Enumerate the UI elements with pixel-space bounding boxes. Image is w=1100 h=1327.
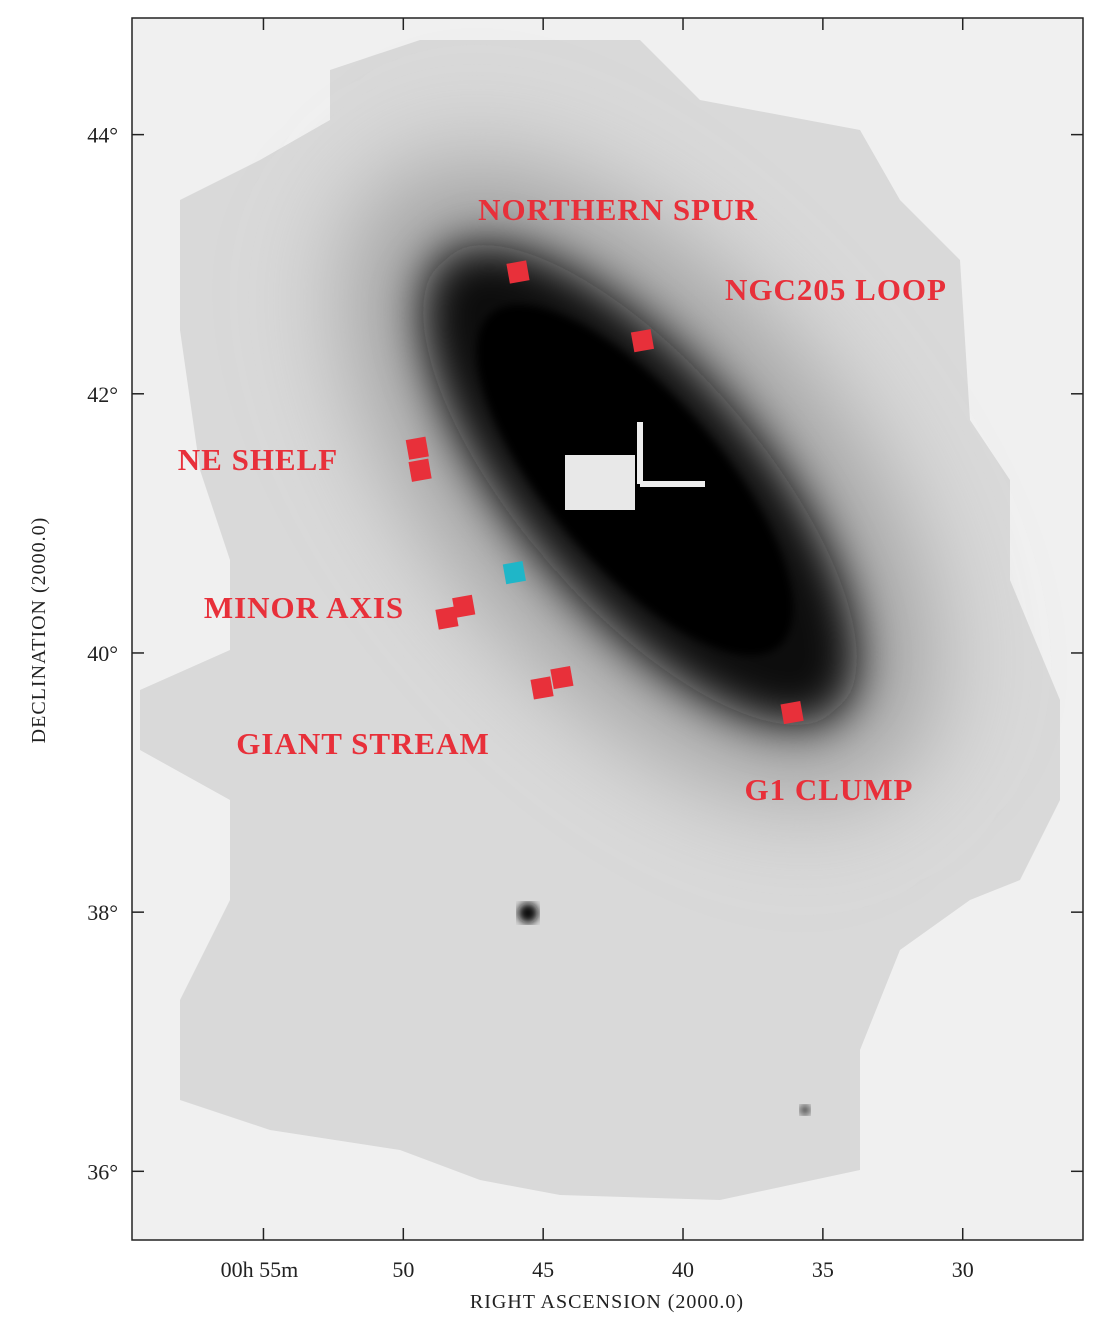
x-axis-label: RIGHT ASCENSION (2000.0): [470, 1291, 744, 1313]
field-marker: [408, 458, 432, 482]
x-tick-label: 40: [672, 1257, 694, 1282]
annotation: GIANT STREAM: [236, 726, 489, 761]
annotation: MINOR AXIS: [204, 590, 404, 625]
x-tick-label: 00h 55m: [221, 1257, 299, 1282]
x-tick-label: 30: [952, 1257, 974, 1282]
y-tick-label: 38°: [87, 900, 118, 925]
field-marker: [530, 676, 554, 700]
x-tick-label: 45: [532, 1257, 554, 1282]
plot-frame: [131, 17, 1084, 1241]
field-marker: [780, 700, 804, 725]
y-axis-label: DECLINATION (2000.0): [28, 517, 50, 744]
field-marker: [630, 329, 655, 353]
annotation: NGC205 LOOP: [725, 272, 947, 307]
annotation: G1 CLUMP: [744, 772, 913, 807]
y-tick-label: 40°: [87, 641, 118, 666]
x-tick-label: 35: [812, 1257, 834, 1282]
dwarf-galaxy: [800, 1105, 810, 1115]
y-tick-label: 36°: [87, 1159, 118, 1184]
field-marker: [452, 594, 476, 618]
x-tick-label: 50: [392, 1257, 414, 1282]
field-marker: [405, 436, 429, 460]
annotation: NE SHELF: [178, 442, 338, 477]
field-marker: [435, 606, 459, 630]
y-tick-label: 42°: [87, 382, 118, 407]
field-marker: [506, 260, 530, 284]
field-marker: [502, 561, 526, 585]
field-marker: [550, 666, 574, 690]
saturated-patch: [640, 481, 705, 487]
saturated-patch: [565, 455, 635, 510]
dwarf-galaxy: [518, 903, 538, 923]
y-tick-label: 44°: [87, 123, 118, 148]
saturated-patch: [637, 422, 643, 484]
annotation: NORTHERN SPUR: [478, 192, 758, 227]
